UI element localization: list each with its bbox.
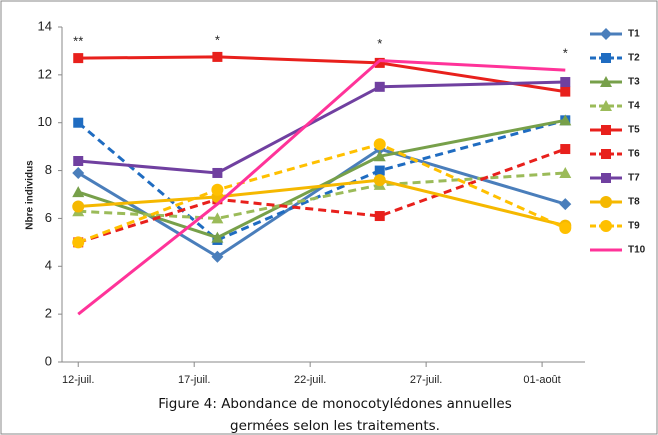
x-tick-label: 17-juil.: [178, 374, 210, 386]
series-line: [77, 118, 566, 242]
marker: [600, 220, 612, 232]
marker: [600, 100, 612, 111]
legend-label: T10: [628, 245, 646, 256]
marker: [601, 53, 611, 63]
legend-label: T5: [628, 125, 640, 136]
y-tick-label: 8: [45, 162, 52, 177]
marker: [72, 186, 85, 198]
marker: [374, 57, 385, 68]
marker: [373, 150, 386, 162]
marker: [559, 114, 572, 126]
series-line: [77, 58, 566, 316]
marker: [73, 117, 84, 128]
marker: [212, 167, 223, 178]
marker: [559, 222, 572, 234]
marker: [211, 212, 224, 224]
legend-label: T3: [628, 77, 640, 88]
marker: [373, 138, 386, 151]
marker: [600, 196, 612, 208]
series-line: [77, 147, 566, 244]
legend-label: T6: [628, 149, 640, 160]
series-line: [78, 80, 566, 175]
marker: [211, 231, 224, 243]
marker: [72, 166, 85, 179]
legend-label: T7: [628, 173, 640, 184]
marker: [374, 81, 385, 92]
y-tick-label: 12: [38, 66, 52, 81]
series-line: [78, 171, 566, 220]
marker: [212, 51, 223, 62]
marker: [601, 173, 611, 183]
annotation: *: [215, 32, 220, 47]
marker: [600, 28, 612, 40]
legend-label: T8: [628, 197, 640, 208]
annotation: *: [563, 46, 568, 61]
legend-label: T2: [628, 53, 640, 64]
marker: [560, 77, 571, 88]
marker: [560, 144, 571, 155]
marker: [601, 149, 611, 159]
marker: [211, 183, 224, 196]
annotation: **: [73, 34, 83, 49]
marker: [374, 165, 385, 176]
marker: [601, 125, 611, 135]
caption: Figure 4: Abondance de monocotylédones a…: [158, 396, 512, 434]
y-tick-label: 10: [38, 114, 52, 129]
y-axis-label: Nbre individus: [25, 160, 36, 230]
x-tick-label: 01-août: [523, 374, 560, 386]
marker: [559, 198, 572, 211]
y-tick-label: 4: [45, 258, 52, 273]
y-tick-label: 14: [38, 18, 52, 33]
marker: [72, 236, 85, 249]
series-line: [77, 142, 566, 244]
marker: [374, 211, 385, 222]
legend-label: T4: [628, 101, 640, 112]
marker: [73, 156, 84, 166]
y-tick-label: 0: [45, 353, 52, 368]
x-tick-label: 12-juil.: [62, 374, 94, 386]
marker: [559, 166, 572, 178]
marker: [72, 200, 85, 213]
x-tick-label: 22-juil.: [294, 374, 326, 386]
marker: [560, 86, 571, 97]
marker: [373, 174, 386, 187]
y-tick-label: 6: [45, 210, 52, 225]
marker: [600, 76, 612, 87]
marker: [73, 53, 84, 64]
series-line: [78, 55, 566, 94]
series-line: [78, 178, 566, 228]
y-tick-label: 2: [45, 306, 52, 321]
legend-label: T1: [628, 29, 640, 40]
x-tick-label: 27-juil.: [410, 374, 442, 386]
annotation: *: [377, 36, 382, 51]
legend-label: T9: [628, 221, 640, 232]
marker: [211, 250, 224, 263]
